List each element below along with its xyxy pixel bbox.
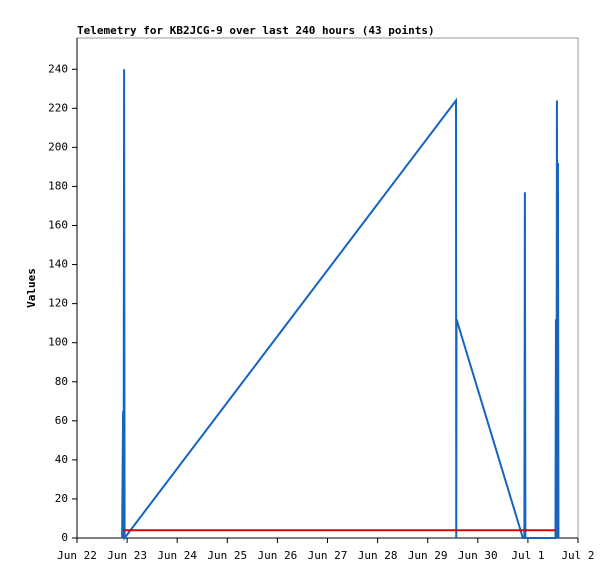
x-tick-label: Jun 28 [358, 549, 398, 562]
chart-title: Telemetry for KB2JCG-9 over last 240 hou… [77, 24, 435, 37]
x-tick-label: Jun 27 [308, 549, 348, 562]
x-tick-label: Jun 22 [57, 549, 97, 562]
x-tick-label: Jun 29 [408, 549, 448, 562]
y-tick-label: 80 [55, 375, 68, 388]
y-tick-label: 220 [48, 101, 68, 114]
plot-frame [76, 37, 579, 539]
y-tick-label: 120 [48, 297, 68, 310]
x-tick-label: Jun 24 [157, 549, 197, 562]
y-tick-label: 140 [48, 258, 68, 271]
y-tick-label: 180 [48, 179, 68, 192]
x-tick-label: Jun 30 [458, 549, 498, 562]
y-tick-label: 40 [55, 453, 68, 466]
x-tick-label: Jul 2 [561, 549, 594, 562]
y-tick-label: 160 [48, 219, 68, 232]
y-tick-label: 20 [55, 492, 68, 505]
x-tick-label: Jun 25 [207, 549, 247, 562]
x-tick-label: Jul 1 [511, 549, 544, 562]
x-tick-label: Jun 23 [107, 549, 147, 562]
y-tick-label: 60 [55, 414, 68, 427]
y-tick-label: 0 [61, 531, 68, 544]
y-tick-label: 200 [48, 140, 68, 153]
series-line [121, 69, 560, 541]
y-axis-label: Values [25, 268, 38, 308]
x-tick-label: Jun 26 [258, 549, 298, 562]
y-tick-label: 100 [48, 336, 68, 349]
y-tick-label: 240 [48, 62, 68, 75]
